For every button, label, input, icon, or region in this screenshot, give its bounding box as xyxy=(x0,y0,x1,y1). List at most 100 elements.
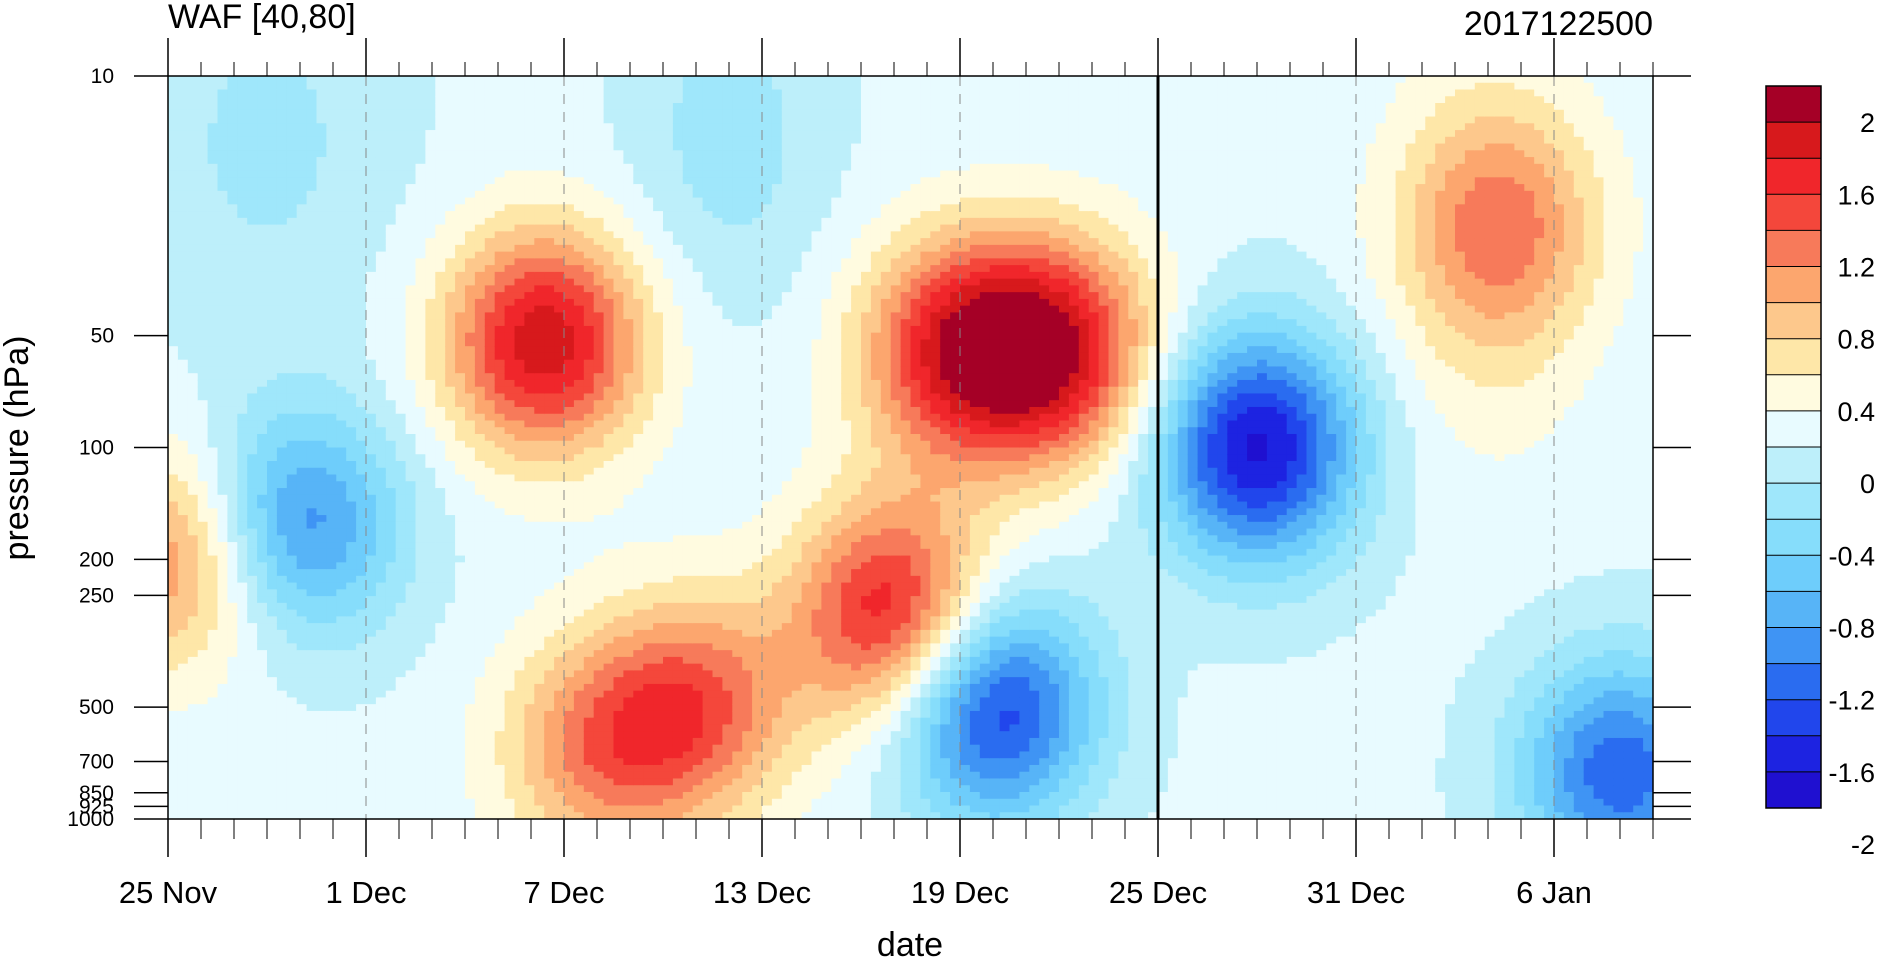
field-cell xyxy=(247,150,258,158)
field-cell xyxy=(524,265,535,273)
field-cell xyxy=(385,359,397,368)
field-cell xyxy=(296,751,308,759)
field-cell xyxy=(197,731,209,739)
field-cell xyxy=(593,575,605,584)
field-cell xyxy=(514,488,525,496)
field-cell xyxy=(227,177,238,185)
field-cell xyxy=(207,157,219,165)
field-cell xyxy=(276,798,288,807)
field-cell xyxy=(524,778,535,786)
field-cell xyxy=(296,305,308,313)
field-cell xyxy=(465,758,476,766)
field-cell xyxy=(237,204,248,212)
field-cell xyxy=(197,231,209,239)
field-cell xyxy=(336,481,347,489)
field-cell xyxy=(356,697,367,705)
field-cell xyxy=(356,143,367,151)
field-cell xyxy=(257,413,268,422)
field-cell xyxy=(534,602,545,611)
field-cell xyxy=(484,163,496,172)
field-cell xyxy=(366,400,377,408)
field-cell xyxy=(445,150,456,158)
field-cell xyxy=(554,629,565,638)
field-cell xyxy=(366,542,377,550)
field-cell xyxy=(484,771,496,780)
field-cell xyxy=(415,683,426,692)
field-cell xyxy=(544,609,555,617)
field-cell xyxy=(296,136,308,145)
field-cell xyxy=(603,427,615,435)
field-cell xyxy=(197,751,209,759)
field-cell xyxy=(276,791,288,800)
field-cell xyxy=(366,717,377,726)
field-cell xyxy=(583,575,595,584)
field-cell xyxy=(346,623,357,631)
field-cell xyxy=(168,82,179,91)
field-cell xyxy=(237,656,248,665)
field-cell xyxy=(296,481,308,489)
field-cell xyxy=(415,548,426,557)
field-cell xyxy=(168,447,179,455)
field-cell xyxy=(445,258,456,266)
field-cell xyxy=(286,454,298,462)
field-cell xyxy=(267,197,278,205)
field-cell xyxy=(375,305,387,313)
field-cell xyxy=(217,251,228,259)
field-cell xyxy=(564,562,575,570)
field-cell xyxy=(356,575,367,584)
field-cell xyxy=(425,467,436,476)
field-cell xyxy=(484,683,496,692)
field-cell xyxy=(247,265,258,273)
field-cell xyxy=(296,157,308,165)
field-cell xyxy=(603,170,615,178)
field-cell xyxy=(474,157,486,165)
field-cell xyxy=(474,339,486,347)
field-cell xyxy=(296,548,308,557)
field-cell xyxy=(306,791,318,800)
field-cell xyxy=(366,454,377,462)
field-cell xyxy=(267,670,278,678)
field-cell xyxy=(405,623,417,631)
field-cell xyxy=(455,562,466,570)
field-cell xyxy=(177,454,189,462)
field-cell xyxy=(375,731,387,739)
field-cell xyxy=(316,562,327,570)
field-cell xyxy=(217,791,228,800)
field-cell xyxy=(385,123,397,131)
field-cell xyxy=(395,643,407,651)
field-cell xyxy=(217,325,228,334)
field-cell xyxy=(286,528,298,536)
field-cell xyxy=(455,575,466,584)
field-cell xyxy=(484,785,496,793)
field-cell xyxy=(217,488,228,496)
field-cell xyxy=(346,393,357,401)
field-cell xyxy=(375,717,387,726)
field-cell xyxy=(405,170,417,178)
field-cell xyxy=(405,400,417,408)
field-cell xyxy=(366,609,377,617)
field-cell xyxy=(544,89,555,97)
field-cell xyxy=(356,373,367,381)
field-cell xyxy=(187,515,199,523)
field-cell xyxy=(474,352,486,361)
field-cell xyxy=(296,488,308,496)
field-cell xyxy=(276,325,288,334)
field-cell xyxy=(366,103,377,111)
field-cell xyxy=(197,96,209,104)
field-cell xyxy=(583,629,595,638)
field-cell xyxy=(593,224,605,232)
field-cell xyxy=(257,373,268,381)
field-cell xyxy=(296,319,308,327)
field-cell xyxy=(187,325,199,334)
field-cell xyxy=(217,244,228,253)
field-cell xyxy=(207,89,219,97)
field-cell xyxy=(326,305,337,313)
field-cell xyxy=(583,265,595,273)
field-cell xyxy=(613,157,624,165)
field-cell xyxy=(187,305,199,313)
field-cell xyxy=(207,359,219,368)
field-cell xyxy=(257,319,268,327)
field-cell xyxy=(603,771,615,780)
field-cell xyxy=(197,325,209,334)
field-cell xyxy=(583,562,595,570)
